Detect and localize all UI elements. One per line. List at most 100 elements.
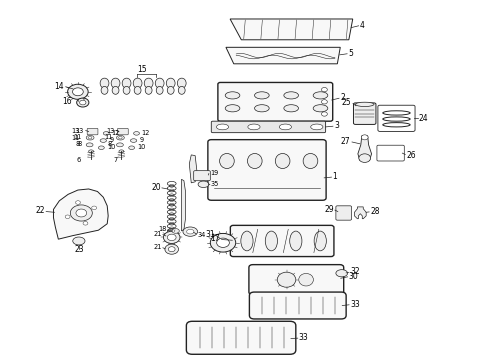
Ellipse shape: [134, 132, 140, 135]
Text: 30: 30: [348, 271, 358, 280]
Ellipse shape: [279, 124, 292, 130]
Polygon shape: [181, 179, 185, 231]
Ellipse shape: [155, 78, 164, 88]
Ellipse shape: [73, 237, 85, 245]
Text: 15: 15: [138, 65, 147, 74]
Text: 29: 29: [324, 205, 334, 214]
Ellipse shape: [65, 215, 70, 219]
Ellipse shape: [265, 231, 277, 251]
Ellipse shape: [359, 154, 370, 162]
Text: 21: 21: [153, 231, 162, 237]
Polygon shape: [53, 189, 108, 239]
Ellipse shape: [167, 234, 176, 240]
Text: 9: 9: [109, 137, 113, 143]
Ellipse shape: [165, 244, 178, 254]
Ellipse shape: [361, 135, 368, 140]
Text: 25: 25: [342, 98, 351, 107]
Ellipse shape: [134, 86, 141, 94]
Ellipse shape: [86, 135, 94, 140]
Ellipse shape: [92, 206, 97, 210]
Ellipse shape: [117, 143, 123, 147]
Ellipse shape: [248, 124, 260, 130]
FancyBboxPatch shape: [249, 292, 346, 319]
Text: 10: 10: [107, 144, 116, 150]
Ellipse shape: [98, 146, 104, 149]
Ellipse shape: [254, 92, 269, 99]
Ellipse shape: [163, 231, 180, 243]
Ellipse shape: [254, 105, 269, 112]
Ellipse shape: [198, 181, 209, 188]
Text: 13: 13: [106, 127, 114, 134]
Text: 12: 12: [111, 130, 120, 136]
Text: 26: 26: [406, 151, 416, 160]
Ellipse shape: [71, 205, 92, 221]
Ellipse shape: [103, 132, 109, 135]
Ellipse shape: [111, 78, 120, 88]
Ellipse shape: [122, 78, 131, 88]
Ellipse shape: [73, 88, 83, 96]
Text: 6: 6: [76, 157, 81, 163]
Text: 13: 13: [72, 127, 80, 134]
Ellipse shape: [75, 201, 80, 204]
Ellipse shape: [217, 238, 229, 247]
FancyBboxPatch shape: [208, 140, 326, 200]
Ellipse shape: [314, 231, 326, 251]
Text: 10: 10: [138, 144, 146, 150]
Ellipse shape: [79, 100, 86, 105]
Ellipse shape: [172, 229, 179, 233]
Ellipse shape: [86, 143, 93, 147]
Text: 2: 2: [340, 93, 345, 102]
Ellipse shape: [355, 102, 374, 107]
Ellipse shape: [145, 86, 152, 94]
Ellipse shape: [313, 92, 328, 99]
FancyBboxPatch shape: [249, 265, 343, 295]
Text: 22: 22: [35, 206, 45, 215]
Ellipse shape: [210, 233, 236, 252]
Ellipse shape: [241, 231, 253, 251]
Ellipse shape: [144, 78, 153, 88]
FancyBboxPatch shape: [218, 82, 333, 121]
Text: 8: 8: [77, 141, 82, 147]
Ellipse shape: [290, 231, 302, 251]
FancyBboxPatch shape: [118, 129, 128, 135]
Ellipse shape: [168, 247, 175, 252]
Text: 17: 17: [210, 234, 220, 243]
Ellipse shape: [88, 136, 92, 139]
Ellipse shape: [68, 84, 88, 99]
Text: 11: 11: [74, 134, 82, 140]
Ellipse shape: [303, 153, 318, 168]
Polygon shape: [226, 47, 340, 64]
Ellipse shape: [112, 86, 119, 94]
Ellipse shape: [166, 78, 175, 88]
FancyBboxPatch shape: [186, 321, 296, 354]
FancyBboxPatch shape: [336, 206, 351, 220]
Ellipse shape: [275, 153, 290, 168]
FancyBboxPatch shape: [211, 121, 326, 133]
Ellipse shape: [284, 92, 298, 99]
Ellipse shape: [100, 139, 106, 142]
Text: 9: 9: [140, 137, 144, 143]
Ellipse shape: [336, 270, 347, 277]
Text: 5: 5: [348, 49, 353, 58]
Ellipse shape: [299, 273, 314, 286]
Ellipse shape: [119, 150, 124, 153]
Text: 8: 8: [108, 141, 112, 147]
Ellipse shape: [76, 98, 89, 107]
Text: 28: 28: [370, 207, 380, 216]
Ellipse shape: [83, 221, 88, 225]
FancyBboxPatch shape: [353, 103, 376, 125]
Ellipse shape: [129, 146, 135, 149]
Text: 24: 24: [419, 114, 429, 123]
Text: 20: 20: [151, 183, 161, 192]
Text: 12: 12: [142, 130, 150, 136]
Ellipse shape: [101, 86, 108, 94]
Text: 11: 11: [104, 134, 112, 140]
Ellipse shape: [178, 86, 185, 94]
Ellipse shape: [89, 150, 94, 153]
Ellipse shape: [313, 105, 328, 112]
Text: 19: 19: [210, 170, 218, 176]
Ellipse shape: [220, 153, 234, 168]
Text: 35: 35: [211, 181, 219, 187]
Text: 33: 33: [299, 333, 309, 342]
FancyBboxPatch shape: [230, 225, 334, 257]
